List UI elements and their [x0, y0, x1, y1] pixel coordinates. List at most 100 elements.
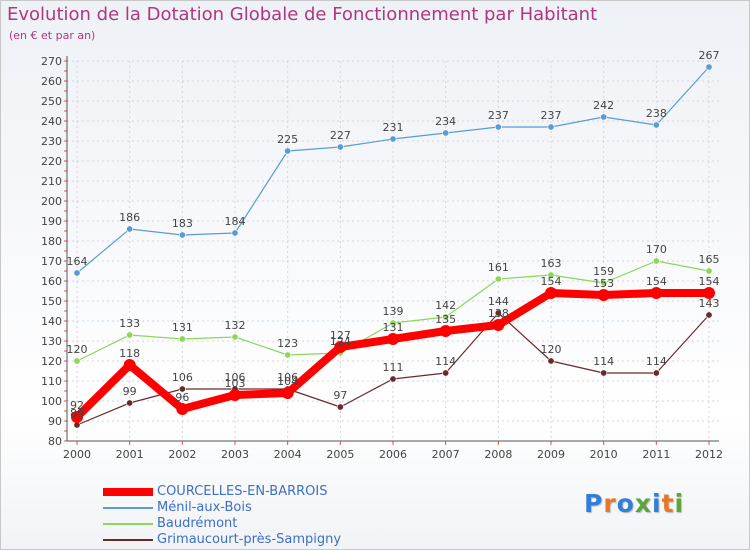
data-label-baudremont: 133	[119, 317, 140, 330]
logo-letter: t	[661, 489, 675, 518]
data-label-courcelles-en-barrois: 92	[70, 399, 84, 412]
data-point-menil-aux-bois	[231, 229, 239, 237]
data-point-menil-aux-bois	[652, 121, 660, 129]
data-point-baudremont	[178, 335, 186, 343]
x-tick-label: 2004	[274, 448, 302, 461]
data-point-grimaucourt-pres-sampigny	[178, 385, 186, 393]
data-label-layer: 164 186 183 184 225 227 231 234 237 237 242 238 267 1…	[67, 49, 720, 420]
data-point-courcelles-en-barrois	[71, 411, 83, 423]
data-point-menil-aux-bois	[284, 147, 292, 155]
y-tick-label: 90	[48, 415, 62, 428]
data-point-grimaucourt-pres-sampigny	[442, 369, 450, 377]
chart-subtitle: (en € et par an)	[9, 29, 96, 42]
data-label-baudremont: 131	[172, 321, 193, 334]
logo-letter: o	[616, 489, 635, 518]
y-tick-label: 110	[41, 375, 62, 388]
x-tick-label: 2012	[695, 448, 723, 461]
data-label-baudremont: 170	[646, 243, 667, 256]
logo-letter: r	[603, 489, 617, 518]
data-point-menil-aux-bois	[547, 123, 555, 131]
chart-title: Evolution de la Dotation Globale de Fonc…	[7, 4, 598, 25]
y-tick-label: 170	[41, 255, 62, 268]
data-label-grimaucourt-pres-sampigny: 114	[593, 355, 614, 368]
data-point-grimaucourt-pres-sampigny	[494, 309, 502, 317]
data-point-baudremont	[73, 357, 81, 365]
data-label-menil-aux-bois: 184	[225, 215, 246, 228]
data-point-grimaucourt-pres-sampigny	[547, 357, 555, 365]
data-point-menil-aux-bois	[705, 63, 713, 71]
y-tick-label: 210	[41, 175, 62, 188]
data-point-baudremont	[389, 319, 397, 327]
data-point-baudremont	[231, 333, 239, 341]
data-point-menil-aux-bois	[494, 123, 502, 131]
data-label-courcelles-en-barrois: 131	[383, 321, 404, 334]
data-label-courcelles-en-barrois: 154	[541, 275, 562, 288]
y-tick-label: 200	[41, 195, 62, 208]
series-layer	[71, 63, 715, 429]
data-label-courcelles-en-barrois: 104	[277, 375, 298, 388]
logo-letter: P	[584, 489, 604, 518]
data-label-menil-aux-bois: 267	[699, 49, 720, 62]
y-tick-label: 160	[41, 275, 62, 288]
data-label-baudremont: 139	[383, 305, 404, 318]
data-point-courcelles-en-barrois	[597, 289, 610, 301]
logo-letter: i	[652, 489, 662, 518]
data-label-menil-aux-bois: 237	[541, 109, 562, 122]
x-tick-label: 2011	[642, 448, 670, 461]
data-label-menil-aux-bois: 183	[172, 217, 193, 230]
y-tick-label: 130	[41, 335, 62, 348]
legend-swatch	[103, 507, 153, 509]
data-label-courcelles-en-barrois: 103	[225, 377, 246, 390]
x-tick-label: 2007	[432, 448, 460, 461]
data-point-baudremont	[547, 271, 555, 279]
data-point-menil-aux-bois	[178, 231, 186, 239]
data-point-menil-aux-bois	[600, 113, 608, 121]
data-label-grimaucourt-pres-sampigny: 143	[699, 297, 720, 310]
axis-layer: 8090100110120130140150160170180190200210…	[41, 55, 723, 461]
data-point-menil-aux-bois	[126, 225, 134, 233]
data-label-baudremont: 142	[435, 299, 456, 312]
y-tick-label: 270	[41, 55, 62, 68]
data-label-grimaucourt-pres-sampigny: 120	[541, 343, 562, 356]
data-label-menil-aux-bois: 237	[488, 109, 509, 122]
data-point-grimaucourt-pres-sampigny	[652, 369, 660, 377]
data-label-grimaucourt-pres-sampigny: 106	[277, 371, 298, 384]
x-tick-label: 2010	[590, 448, 618, 461]
logo-letter: x	[634, 489, 652, 518]
data-label-baudremont: 165	[699, 253, 720, 266]
proxiti-logo: Proxiti	[584, 489, 684, 518]
data-point-baudremont	[652, 257, 660, 265]
data-point-menil-aux-bois	[73, 269, 81, 277]
data-point-menil-aux-bois	[442, 129, 450, 137]
data-label-baudremont: 161	[488, 261, 509, 274]
data-label-menil-aux-bois: 231	[383, 121, 404, 134]
data-label-courcelles-en-barrois: 154	[699, 275, 720, 288]
legend-label: Baudrémont	[157, 516, 238, 531]
x-tick-label: 2009	[537, 448, 565, 461]
data-label-baudremont: 163	[541, 257, 562, 270]
x-tick-label: 2003	[221, 448, 249, 461]
y-tick-label: 220	[41, 155, 62, 168]
data-label-menil-aux-bois: 234	[435, 115, 456, 128]
data-label-grimaucourt-pres-sampigny: 111	[383, 361, 404, 374]
data-point-courcelles-en-barrois	[545, 287, 557, 299]
y-tick-label: 180	[41, 235, 62, 248]
data-label-grimaucourt-pres-sampigny: 144	[488, 295, 509, 308]
data-label-grimaucourt-pres-sampigny: 97	[333, 389, 347, 402]
data-label-courcelles-en-barrois: 135	[435, 313, 456, 326]
data-label-grimaucourt-pres-sampigny: 106	[225, 371, 246, 384]
y-tick-label: 260	[41, 75, 62, 88]
data-point-grimaucourt-pres-sampigny	[600, 369, 608, 377]
data-point-baudremont	[600, 279, 608, 287]
y-tick-label: 230	[41, 135, 62, 148]
data-label-baudremont: 159	[593, 265, 614, 278]
data-point-courcelles-en-barrois	[439, 325, 452, 337]
data-label-baudremont: 124	[330, 335, 351, 348]
legend-swatch	[103, 523, 153, 525]
y-tick-label: 140	[41, 315, 62, 328]
y-tick-label: 80	[48, 435, 62, 448]
data-label-menil-aux-bois: 242	[593, 99, 614, 112]
data-label-menil-aux-bois: 227	[330, 129, 351, 142]
